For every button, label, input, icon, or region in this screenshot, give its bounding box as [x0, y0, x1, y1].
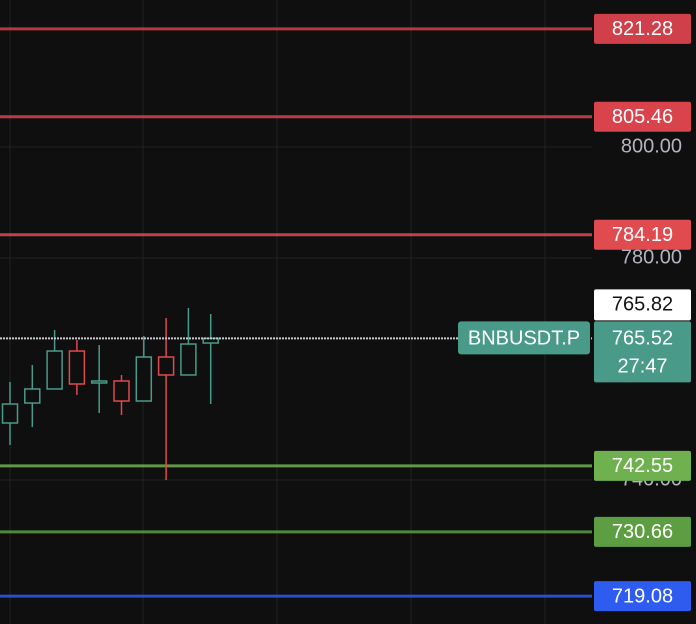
level-label: 730.66: [612, 521, 673, 543]
marker-price-box: [594, 289, 691, 321]
candle-body: [24, 388, 41, 404]
level-label-box: [594, 581, 691, 612]
candle-body: [113, 380, 130, 402]
candle-body: [135, 356, 153, 402]
marker-price-label: 765.82: [612, 294, 673, 316]
level-label: 742.55: [612, 455, 673, 477]
level-label-box: [594, 13, 691, 44]
level-label: 821.28: [612, 18, 673, 40]
candle-body: [1, 403, 19, 424]
countdown-label: 27:47: [617, 356, 667, 378]
level-label: 805.46: [612, 106, 673, 128]
level-label-box: [594, 219, 691, 250]
level-label: 784.19: [612, 224, 673, 246]
candle-body: [90, 380, 108, 384]
time-grid: [9, 0, 546, 624]
level-label-box: [594, 101, 691, 132]
candle-body: [68, 350, 86, 385]
level-label-box: [594, 516, 691, 547]
y-tick-label: 800.00: [621, 135, 682, 157]
candle-body: [157, 356, 175, 376]
symbol-label: BNBUSDT.P: [468, 328, 580, 350]
last-price-label: 765.52: [612, 328, 673, 350]
candle-body: [46, 350, 63, 390]
candle-body: [180, 343, 197, 376]
y-tick-label: 780.00: [621, 246, 682, 268]
last-price-box: [594, 321, 691, 383]
level-label: 719.08: [612, 585, 673, 607]
symbol-box: [458, 321, 590, 355]
level-label-box: [594, 450, 691, 481]
